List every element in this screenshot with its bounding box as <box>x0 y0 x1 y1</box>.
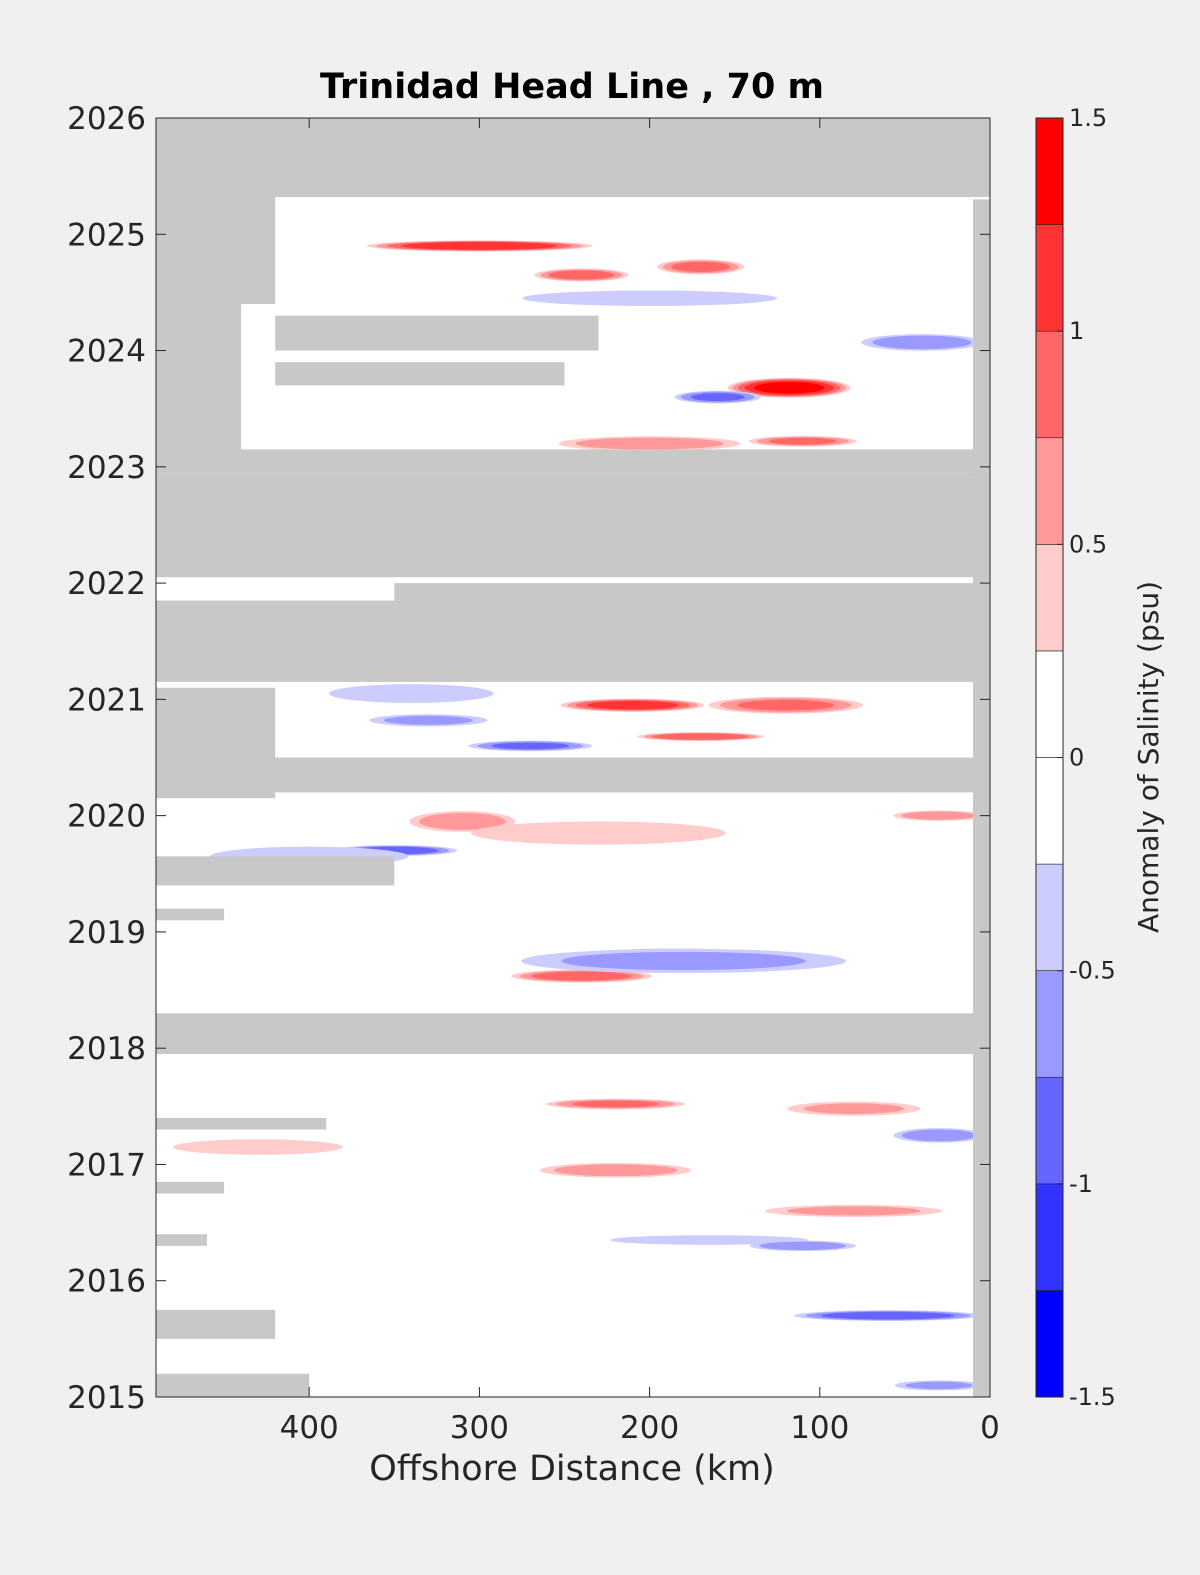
y-tick-label: 2020 <box>67 799 146 835</box>
y-tick-label: 2024 <box>67 334 146 370</box>
plot-area: 2015 2016 2017 2018 2019 2020 2021 2022 2023 2024… <box>67 101 1000 1446</box>
anomaly-contour <box>471 821 726 845</box>
x-tick-label: 300 <box>450 1410 509 1446</box>
anomaly-contour <box>401 242 558 250</box>
missing-data-band <box>394 583 990 601</box>
missing-data-band <box>156 1309 276 1339</box>
anomaly-contour <box>383 715 473 725</box>
colorbar-tick-label: -1 <box>1069 1170 1093 1198</box>
y-axis: 2015 2016 2017 2018 2019 2020 2021 2022 2023 2024… <box>67 101 990 1416</box>
colorbar-cells <box>1035 117 1064 1398</box>
colorbar-cell <box>1035 650 1064 758</box>
colorbar-cell <box>1035 863 1064 971</box>
anomaly-contour <box>901 1129 977 1142</box>
y-tick-label: 2022 <box>67 566 146 602</box>
y-tick-label: 2025 <box>67 217 146 253</box>
anomaly-contour <box>328 684 494 703</box>
y-tick-label: 2021 <box>67 682 146 718</box>
x-tick-label: 200 <box>620 1410 679 1446</box>
colorbar-cell <box>1035 757 1064 865</box>
colorbar-tick-label: 1 <box>1069 317 1084 345</box>
anomaly-contour <box>587 701 679 710</box>
missing-data-areas <box>156 118 990 1397</box>
missing-data-band <box>156 304 242 456</box>
anomaly-contour <box>610 1235 809 1245</box>
x-axis: 400 300 200 100 0 <box>280 118 1000 1446</box>
missing-data-band <box>156 600 990 682</box>
y-tick-label: 2017 <box>67 1147 146 1183</box>
x-tick-label: 0 <box>980 1410 1000 1446</box>
missing-data-band <box>156 1181 225 1194</box>
missing-data-band <box>156 197 276 305</box>
x-axis-label: Offshore Distance (km) <box>369 1449 775 1489</box>
missing-data-band <box>156 1117 327 1130</box>
missing-data-band <box>156 118 990 198</box>
anomaly-contour <box>690 393 745 402</box>
missing-data-band <box>156 687 276 799</box>
anomaly-contour <box>754 382 825 394</box>
missing-data-band <box>156 1373 310 1397</box>
y-tick-label: 2016 <box>67 1264 146 1300</box>
anomaly-contour <box>419 813 506 830</box>
y-tick-label: 2018 <box>67 1031 146 1067</box>
anomaly-contour <box>905 1381 973 1390</box>
anomaly-contour <box>759 1241 847 1251</box>
missing-data-band <box>275 362 565 386</box>
colorbar-tick-label: 1.5 <box>1069 104 1107 132</box>
missing-data-band <box>972 199 990 1397</box>
anomaly-contour <box>768 437 837 445</box>
x-tick-label: 400 <box>280 1410 339 1446</box>
missing-data-band <box>156 856 395 886</box>
colorbar-cell <box>1035 544 1064 652</box>
chart-title: Trinidad Head Line , 70 m <box>320 67 824 107</box>
anomaly-contour <box>787 1206 921 1216</box>
missing-data-band <box>156 1013 990 1054</box>
anomaly-contour <box>803 1103 904 1114</box>
colorbar-cell <box>1035 1183 1064 1291</box>
missing-data-band <box>275 315 599 351</box>
colorbar-ticks: 1.5 1 0.5 0 -0.5 -1 -1.5 <box>1057 104 1116 1411</box>
anomaly-contour <box>572 1100 660 1108</box>
missing-data-band <box>156 908 225 921</box>
anomaly-contours <box>173 240 985 1391</box>
colorbar-cell <box>1035 1076 1064 1185</box>
anomaly-contour <box>173 1139 344 1155</box>
anomaly-contour <box>553 1164 678 1177</box>
colorbar-tick-label: 0 <box>1069 744 1084 772</box>
colorbar-label: Anomaly of Salinity (psu) <box>1132 581 1165 933</box>
anomaly-contour <box>561 951 806 971</box>
missing-data-band <box>156 472 990 578</box>
y-tick-label: 2023 <box>67 450 146 486</box>
colorbar-tick-label: -1.5 <box>1069 1383 1116 1411</box>
missing-data-band <box>156 757 990 793</box>
anomaly-contour <box>821 1311 955 1320</box>
anomaly-contour <box>491 742 570 750</box>
plot-frame <box>155 117 991 1398</box>
colorbar: 1.5 1 0.5 0 -0.5 -1 -1.5 Anomaly of Salinity (… <box>1035 104 1165 1411</box>
anomaly-contour <box>652 733 749 740</box>
y-tick-label: 2019 <box>67 915 146 951</box>
anomaly-contour <box>671 261 731 272</box>
anomaly-contour <box>575 437 724 450</box>
anomaly-contour <box>737 699 835 711</box>
colorbar-tick-label: -0.5 <box>1069 957 1116 985</box>
colorbar-cell <box>1035 970 1064 1078</box>
anomaly-contour <box>901 811 977 820</box>
colorbar-cell <box>1035 117 1064 225</box>
y-tick-label: 2026 <box>67 101 146 137</box>
anomaly-contour <box>522 290 778 306</box>
missing-data-band <box>156 449 990 473</box>
colorbar-cell <box>1035 330 1064 439</box>
colorbar-cell <box>1035 437 1064 545</box>
anomaly-contour <box>872 335 972 350</box>
anomaly-contour <box>548 270 615 280</box>
x-tick-label: 100 <box>790 1410 849 1446</box>
colorbar-cell <box>1035 224 1064 332</box>
y-tick-label: 2015 <box>67 1380 146 1416</box>
colorbar-tick-label: 0.5 <box>1069 530 1107 558</box>
colorbar-cell <box>1035 1290 1064 1398</box>
missing-data-band <box>156 1234 208 1246</box>
anomaly-contour <box>531 971 632 981</box>
